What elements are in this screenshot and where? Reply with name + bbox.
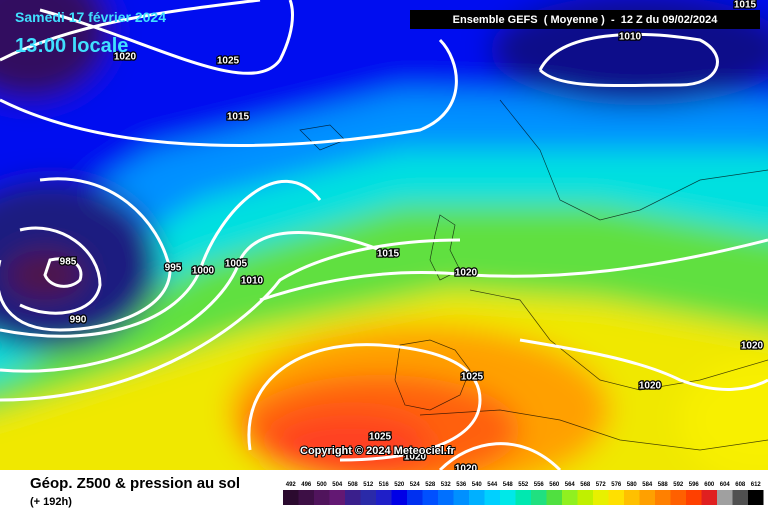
isobar-label: 1020 bbox=[455, 268, 478, 279]
legend-swatch bbox=[376, 490, 392, 505]
isobars bbox=[0, 0, 768, 470]
isobar-label: 1005 bbox=[225, 259, 248, 270]
legend-swatch bbox=[469, 490, 485, 505]
legend-value: 604 bbox=[720, 482, 731, 488]
legend-swatch bbox=[717, 490, 733, 505]
isobar-label: 1010 bbox=[241, 276, 264, 287]
legend-value: 492 bbox=[286, 482, 297, 488]
isobar-label: 1020 bbox=[455, 464, 478, 475]
legend-swatch bbox=[624, 490, 640, 505]
legend-swatch bbox=[670, 490, 686, 505]
legend-value: 544 bbox=[487, 482, 498, 488]
isobar-label: 1025 bbox=[217, 56, 240, 67]
legend-swatch bbox=[655, 490, 671, 505]
legend-value: 500 bbox=[317, 482, 328, 488]
legend-swatch bbox=[422, 490, 438, 505]
legend-value: 596 bbox=[689, 482, 700, 488]
color-legend: 492 496 500 504 508 512 516 520 524 528 532 536 540 5… bbox=[283, 482, 764, 505]
legend-value: 536 bbox=[456, 482, 467, 488]
isobar-label: 1020 bbox=[404, 452, 427, 463]
legend-value: 572 bbox=[596, 482, 607, 488]
isobar-labels: 1015 1010 1020 1025 1015 1015 1020 995 1000 1005 1… bbox=[58, 0, 764, 475]
legend-value: 552 bbox=[518, 482, 529, 488]
legend-value: 584 bbox=[642, 482, 653, 488]
isobar-label: 1025 bbox=[369, 432, 392, 443]
legend-swatch bbox=[608, 490, 624, 505]
isobar-label: 990 bbox=[70, 315, 87, 326]
legend-value: 524 bbox=[410, 482, 421, 488]
legend-swatch bbox=[298, 490, 314, 505]
legend-value: 504 bbox=[332, 482, 343, 488]
isobar-label: 985 bbox=[60, 257, 77, 268]
legend-value: 568 bbox=[580, 482, 591, 488]
legend-value: 560 bbox=[549, 482, 560, 488]
header-box bbox=[410, 10, 760, 29]
legend-swatch bbox=[314, 490, 330, 505]
legend-swatch bbox=[531, 490, 547, 505]
legend-swatch bbox=[546, 490, 562, 505]
copyright: Copyright © 2024 Meteociel.fr bbox=[300, 445, 456, 457]
legend-value: 528 bbox=[425, 482, 436, 488]
legend-swatch bbox=[360, 490, 376, 505]
model-header: Ensemble GEFS ( Moyenne ) - 12 Z du 09/0… bbox=[453, 14, 719, 26]
legend-value: 588 bbox=[658, 482, 669, 488]
legend-swatch bbox=[407, 490, 423, 505]
legend-swatch bbox=[391, 490, 407, 505]
isobar-label: 1015 bbox=[377, 249, 400, 260]
legend-swatch bbox=[748, 490, 764, 505]
legend-swatch bbox=[484, 490, 500, 505]
legend-value: 540 bbox=[472, 482, 483, 488]
legend-value: 556 bbox=[534, 482, 545, 488]
isobar-label: 1000 bbox=[192, 266, 215, 277]
legend-value: 576 bbox=[611, 482, 622, 488]
isobar-label: 1015 bbox=[734, 0, 757, 11]
isobar-label: 1015 bbox=[227, 112, 250, 123]
legend-value: 580 bbox=[627, 482, 638, 488]
isobar-label: 1010 bbox=[619, 32, 642, 43]
legend-value: 612 bbox=[751, 482, 762, 488]
legend-swatch bbox=[732, 490, 748, 505]
isobar-label: 1020 bbox=[639, 381, 662, 392]
legend-swatch bbox=[701, 490, 717, 505]
isobar-label: 995 bbox=[165, 263, 182, 274]
legend-value: 608 bbox=[735, 482, 746, 488]
isobar-label: 1020 bbox=[741, 341, 764, 352]
legend-value: 508 bbox=[348, 482, 359, 488]
legend-value: 496 bbox=[301, 482, 312, 488]
isobar-label: 1025 bbox=[461, 372, 484, 383]
legend-swatch bbox=[345, 490, 361, 505]
legend-value: 512 bbox=[363, 482, 374, 488]
legend-swatch bbox=[515, 490, 531, 505]
legend-swatch bbox=[329, 490, 345, 505]
legend-swatch bbox=[562, 490, 578, 505]
isobar-label: 1020 bbox=[114, 52, 137, 63]
legend-value: 592 bbox=[673, 482, 684, 488]
legend-swatch bbox=[593, 490, 609, 505]
legend-swatch bbox=[639, 490, 655, 505]
legend-swatch bbox=[453, 490, 469, 505]
legend-swatch bbox=[577, 490, 593, 505]
legend-swatch bbox=[500, 490, 516, 505]
footer-subtitle: (+ 192h) bbox=[30, 496, 72, 508]
legend-value: 516 bbox=[379, 482, 390, 488]
time-label: 13:00 locale bbox=[15, 35, 128, 57]
legend-value: 532 bbox=[441, 482, 452, 488]
legend-value: 548 bbox=[503, 482, 514, 488]
legend-swatch bbox=[438, 490, 454, 505]
legend-swatch bbox=[283, 490, 299, 505]
legend-value: 564 bbox=[565, 482, 576, 488]
date-label: Samedi 17 février 2024 bbox=[15, 9, 166, 25]
legend-value: 520 bbox=[394, 482, 405, 488]
legend-value: 600 bbox=[704, 482, 715, 488]
footer-title: Géop. Z500 & pression au sol bbox=[30, 475, 240, 492]
legend-swatch bbox=[686, 490, 702, 505]
